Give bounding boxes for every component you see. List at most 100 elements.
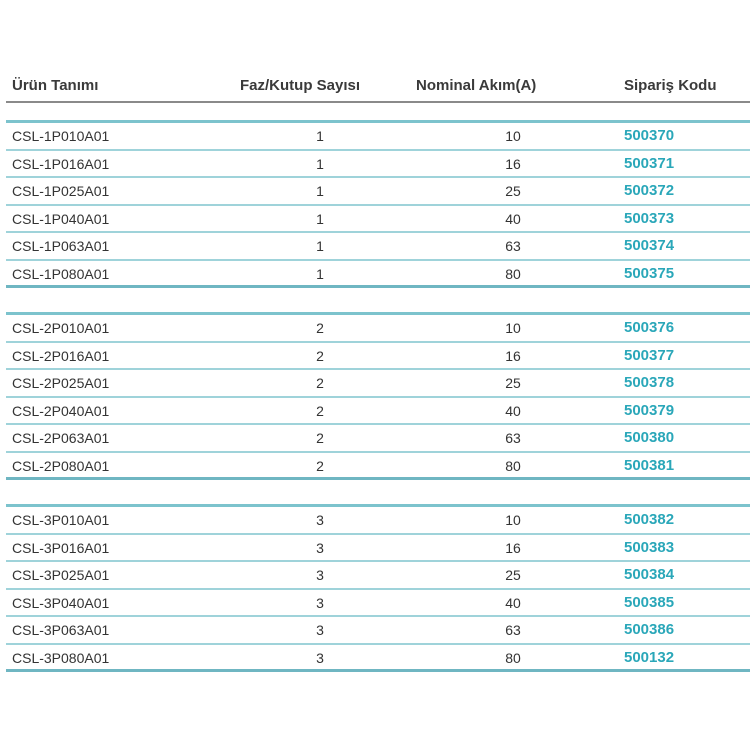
current-cell: 40	[505, 210, 521, 227]
header-poles: Faz/Kutup Sayısı	[240, 77, 361, 94]
order-code-cell: 500381	[624, 456, 675, 474]
product-code-cell: CSL-3P025A01	[12, 567, 110, 583]
table-row: CSL-1P016A01 1 16 500371	[6, 151, 750, 178]
product-code-cell: CSL-2P080A01	[12, 457, 110, 474]
current-cell: 10	[505, 128, 521, 144]
order-code-cell: 500371	[624, 154, 675, 172]
order-code-cell: 500372	[624, 182, 675, 199]
group-divider	[6, 312, 750, 315]
header-code: Sipariş Kodu	[624, 77, 717, 94]
poles-cell: 3	[316, 539, 324, 556]
product-code-cell: CSL-3P063A01	[12, 622, 110, 638]
table-row: CSL-3P040A01 3 40 500385	[6, 590, 750, 617]
table-row: CSL-1P080A01 1 80 500375	[6, 261, 750, 288]
poles-cell: 3	[316, 512, 324, 528]
current-cell: 16	[505, 155, 521, 172]
poles-cell: 1	[316, 183, 324, 199]
product-group: CSL-2P010A01 2 10 500376 CSL-2P016A01 2 16 5003…	[6, 312, 750, 480]
table-row: CSL-2P010A01 2 10 500376	[6, 315, 750, 343]
table-row: CSL-2P063A01 2 63 500380	[6, 425, 750, 453]
order-code-cell: 500385	[624, 593, 675, 611]
poles-cell: 2	[316, 430, 324, 446]
current-cell: 80	[505, 265, 521, 282]
product-code-cell: CSL-1P010A01	[12, 128, 110, 144]
product-code-cell: CSL-3P040A01	[12, 594, 110, 611]
table-row: CSL-1P063A01 1 63 500374	[6, 233, 750, 261]
poles-cell: 2	[316, 402, 324, 419]
poles-cell: 3	[316, 649, 324, 666]
product-group: CSL-3P010A01 3 10 500382 CSL-3P016A01 3 16 5003…	[6, 504, 750, 672]
current-cell: 80	[505, 649, 521, 666]
order-code-cell: 500376	[624, 319, 675, 336]
order-code-cell: 500379	[624, 401, 675, 419]
product-code-cell: CSL-1P080A01	[12, 265, 110, 282]
current-cell: 16	[505, 347, 521, 364]
current-cell: 16	[505, 539, 521, 556]
poles-cell: 1	[316, 265, 324, 282]
table-row: CSL-3P063A01 3 63 500386	[6, 617, 750, 645]
product-code-cell: CSL-2P016A01	[12, 347, 110, 364]
poles-cell: 1	[316, 238, 324, 254]
poles-cell: 2	[316, 457, 324, 474]
group-divider	[6, 504, 750, 507]
table-row: CSL-2P040A01 2 40 500379	[6, 398, 750, 425]
header-divider	[6, 101, 750, 103]
current-cell: 40	[505, 594, 521, 611]
order-code-cell: 500377	[624, 346, 675, 364]
table-row: CSL-1P040A01 1 40 500373	[6, 206, 750, 233]
header-product: Ürün Tanımı	[12, 77, 99, 94]
table-row: CSL-3P010A01 3 10 500382	[6, 507, 750, 535]
product-code-cell: CSL-2P025A01	[12, 375, 110, 391]
product-code-cell: CSL-2P010A01	[12, 320, 110, 336]
poles-cell: 3	[316, 567, 324, 583]
table-row: CSL-2P016A01 2 16 500377	[6, 343, 750, 370]
order-code-cell: 500374	[624, 237, 675, 254]
current-cell: 63	[505, 622, 521, 638]
product-code-cell: CSL-3P010A01	[12, 512, 110, 528]
order-code-cell: 500383	[624, 538, 675, 556]
current-cell: 10	[505, 512, 521, 528]
current-cell: 80	[505, 457, 521, 474]
product-code-cell: CSL-2P063A01	[12, 430, 110, 446]
current-cell: 10	[505, 320, 521, 336]
order-code-cell: 500375	[624, 264, 675, 282]
poles-cell: 3	[316, 622, 324, 638]
current-cell: 25	[505, 183, 521, 199]
order-code-cell: 500384	[624, 566, 675, 583]
poles-cell: 1	[316, 155, 324, 172]
product-code-cell: CSL-1P025A01	[12, 183, 110, 199]
product-code-cell: CSL-3P016A01	[12, 539, 110, 556]
table-row: CSL-2P025A01 2 25 500378	[6, 370, 750, 398]
poles-cell: 3	[316, 594, 324, 611]
table-row: CSL-1P010A01 1 10 500370	[6, 123, 750, 151]
product-code-cell: CSL-1P063A01	[12, 238, 110, 254]
current-cell: 40	[505, 402, 521, 419]
order-code-cell: 500373	[624, 209, 675, 227]
current-cell: 63	[505, 430, 521, 446]
poles-cell: 1	[316, 210, 324, 227]
order-code-cell: 500132	[624, 648, 675, 666]
table-row: CSL-3P025A01 3 25 500384	[6, 562, 750, 590]
current-cell: 63	[505, 238, 521, 254]
current-cell: 25	[505, 567, 521, 583]
product-code-cell: CSL-3P080A01	[12, 649, 110, 666]
table-row: CSL-3P016A01 3 16 500383	[6, 535, 750, 562]
header-current: Nominal Akım(A)	[416, 77, 537, 94]
product-group: CSL-1P010A01 1 10 500370 CSL-1P016A01 1 16 5003…	[6, 120, 750, 288]
order-code-cell: 500378	[624, 374, 675, 391]
table-row: CSL-2P080A01 2 80 500381	[6, 453, 750, 480]
order-code-cell: 500386	[624, 621, 675, 638]
product-code-cell: CSL-1P040A01	[12, 210, 110, 227]
table-row: CSL-1P025A01 1 25 500372	[6, 178, 750, 206]
order-code-cell: 500370	[624, 127, 675, 144]
poles-cell: 2	[316, 320, 324, 336]
poles-cell: 1	[316, 128, 324, 144]
current-cell: 25	[505, 375, 521, 391]
poles-cell: 2	[316, 347, 324, 364]
table-row: CSL-3P080A01 3 80 500132	[6, 645, 750, 672]
poles-cell: 2	[316, 375, 324, 391]
product-code-cell: CSL-2P040A01	[12, 402, 110, 419]
group-divider	[6, 120, 750, 123]
order-code-cell: 500380	[624, 429, 675, 446]
product-code-cell: CSL-1P016A01	[12, 155, 110, 172]
